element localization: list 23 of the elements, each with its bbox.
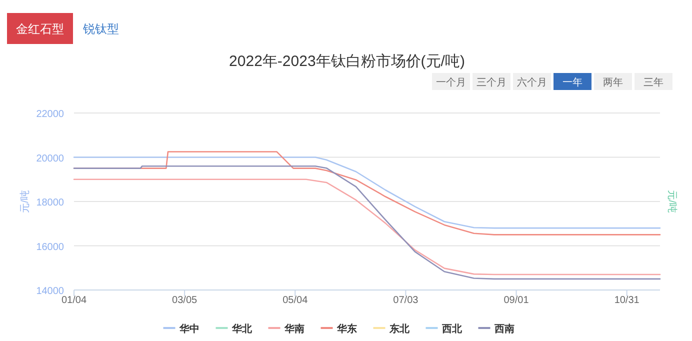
legend-label: 华东 — [336, 323, 357, 335]
legend-label: 东北 — [388, 323, 410, 335]
y2-axis-title: 元/吨 — [666, 190, 678, 213]
y-tick-label: 20000 — [36, 153, 64, 164]
y-tick-label: 16000 — [36, 242, 64, 253]
line-series — [73, 178, 661, 276]
x-tick-label: 10/31 — [614, 295, 640, 306]
legend-label: 西北 — [440, 323, 463, 335]
x-tick-label: 09/01 — [504, 295, 530, 306]
line-series — [73, 165, 661, 280]
y-tick-label: 18000 — [36, 198, 64, 208]
x-tick-label: 03/05 — [172, 295, 198, 306]
chart-title: 2022年-2023年钛白粉市场价(元/吨) — [229, 53, 465, 70]
legend-label: 华南 — [283, 323, 304, 335]
legend-label: 华中 — [178, 323, 200, 335]
legend-label: 西南 — [493, 323, 514, 335]
x-tick-label: 07/03 — [393, 295, 419, 306]
legend-label: 华北 — [230, 323, 253, 335]
y-tick-label: 22000 — [36, 109, 64, 120]
y-axis-title: 元/吨 — [19, 190, 31, 213]
y-tick-label: 14000 — [36, 286, 64, 297]
x-tick-label: 05/04 — [282, 295, 308, 306]
x-tick-label: 01/04 — [61, 295, 87, 306]
